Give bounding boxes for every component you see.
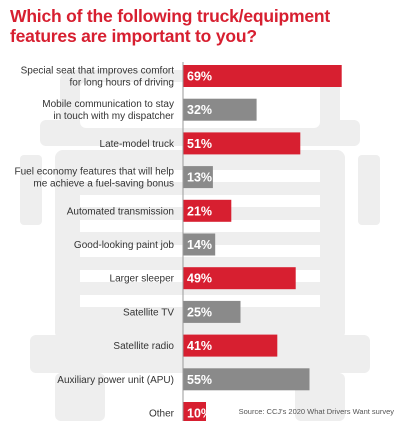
category-label-2: Late-model truck <box>100 139 175 150</box>
bar-value-label-6: 49% <box>187 272 212 286</box>
bar-5 <box>183 233 216 256</box>
category-label-5: Good-looking paint job <box>74 240 175 251</box>
category-label-7: Satellite TV <box>123 307 174 318</box>
bar-6 <box>183 267 296 290</box>
bar-4 <box>183 199 232 222</box>
bar-7 <box>183 300 241 323</box>
category-label-4: Automated transmission <box>67 206 174 217</box>
bar-value-label-5: 14% <box>187 238 212 252</box>
category-label-0-line-1: for long hours of driving <box>69 78 174 89</box>
source-note: Source: CCJ's 2020 What Drivers Want sur… <box>238 407 394 416</box>
bar-value-label-4: 21% <box>187 204 212 218</box>
bar-0 <box>183 65 342 87</box>
bar-value-label-7: 25% <box>187 305 212 319</box>
category-label-3-line-0: Fuel economy features that will help <box>14 167 174 178</box>
bar-value-label-3: 13% <box>187 171 212 185</box>
category-label-10: Other <box>149 409 175 420</box>
bar-10 <box>183 402 206 421</box>
category-label-1-line-1: in touch with my dispatcher <box>53 111 174 122</box>
category-label-3-line-1: me achieve a fuel-saving bonus <box>33 179 174 190</box>
bar-value-label-8: 41% <box>187 339 212 353</box>
category-label-9: Auxiliary power unit (APU) <box>57 375 174 386</box>
bar-2 <box>183 132 301 155</box>
chart-title: Which of the following truck/equipment f… <box>10 6 331 46</box>
bar-value-label-2: 51% <box>187 137 212 151</box>
bar-8 <box>183 334 278 357</box>
bar-value-label-10: 10% <box>187 407 212 421</box>
bar-3 <box>183 166 213 189</box>
category-label-8: Satellite radio <box>113 341 174 352</box>
category-label-0-line-0: Special seat that improves comfort <box>21 66 175 77</box>
bar-1 <box>183 98 257 121</box>
category-label-6: Larger sleeper <box>110 274 175 285</box>
bar-value-label-9: 55% <box>187 373 212 387</box>
category-label-1-line-0: Mobile communication to stay <box>42 99 174 110</box>
bar-9 <box>183 368 310 391</box>
bar-value-label-1: 32% <box>187 103 212 117</box>
bar-value-label-0: 69% <box>187 70 212 84</box>
